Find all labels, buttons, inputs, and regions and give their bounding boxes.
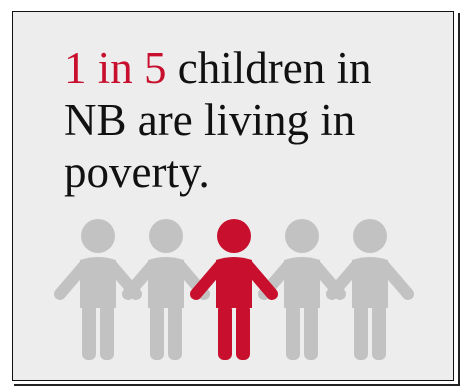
headline-highlight: 1 in 5 [64, 43, 167, 93]
child-figure [258, 219, 346, 360]
headline: 1 in 5 children in NB are living in povert… [64, 42, 444, 198]
headline-line2: NB are living in [64, 95, 356, 145]
headline-line3: poverty. [64, 147, 210, 197]
child-figure [326, 219, 414, 360]
children-figures [54, 219, 414, 360]
headline-line1-rest: children in [166, 43, 372, 93]
child-figure-highlighted [190, 219, 278, 360]
child-figure [122, 219, 210, 360]
